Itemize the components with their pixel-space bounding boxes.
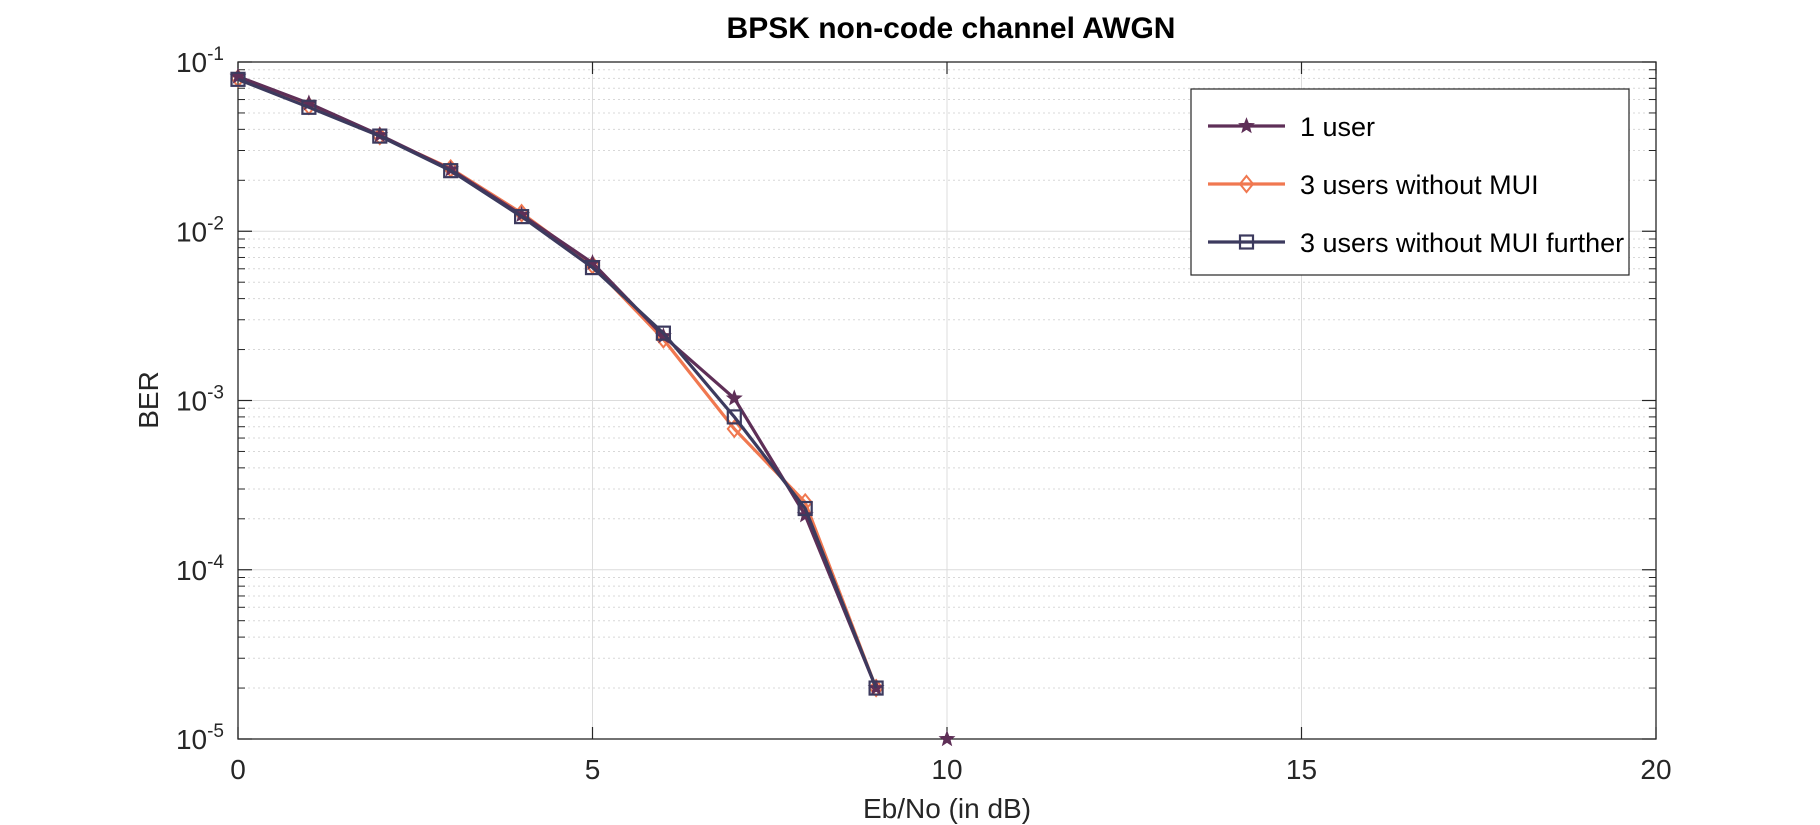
legend-label: 1 user [1300, 112, 1375, 142]
data-point [797, 500, 813, 517]
data-point [301, 99, 317, 115]
x-tick-label: 20 [1640, 754, 1671, 785]
data-point [513, 209, 530, 225]
data-point [655, 325, 672, 341]
legend-box [1190, 88, 1630, 276]
chart-title: BPSK non-code channel AWGN [727, 12, 1176, 45]
series-layer [229, 67, 956, 747]
data-point [726, 419, 743, 439]
x-tick-label: 0 [230, 754, 246, 785]
legend-label: 3 users without MUI further [1300, 228, 1624, 258]
legend: 1 user 3 users without MUI 3 users without… [1190, 88, 1630, 276]
y-tick-base: 10 [176, 724, 207, 755]
data-point [726, 409, 742, 425]
y-tick-exponent: -1 [207, 44, 224, 65]
data-point [584, 259, 601, 276]
y-tick-label: 10-3 [176, 383, 224, 417]
data-point [868, 680, 884, 696]
y-tick-label: 10-4 [176, 552, 224, 586]
data-point [725, 389, 743, 406]
y-tick-base: 10 [176, 216, 207, 247]
y-tick-exponent: -5 [207, 721, 224, 742]
legend-marker [1238, 117, 1255, 134]
series-line [237, 75, 878, 689]
y-tick-labels: 10-110-210-310-410-5 [176, 44, 224, 755]
x-tick-labels: 0 5 10 15 20 [230, 754, 1671, 785]
y-tick-base: 10 [176, 47, 207, 78]
x-tick-label: 10 [931, 754, 962, 785]
y-tick-exponent: -4 [207, 552, 224, 573]
y-tick-base: 10 [176, 555, 207, 586]
data-point [938, 730, 956, 747]
x-axis-label: Eb/No (in dB) [863, 793, 1031, 824]
y-tick-base: 10 [176, 386, 207, 417]
y-axis-label: BER [133, 371, 164, 429]
data-point [230, 71, 246, 87]
y-tick-label: 10-1 [176, 44, 224, 78]
y-tick-label: 10-2 [176, 213, 224, 247]
series-3-users-without-mui-further [230, 71, 884, 696]
y-tick-label: 10-5 [176, 721, 224, 755]
y-tick-exponent: -2 [207, 213, 224, 234]
legend-marker [1238, 174, 1255, 194]
data-point [443, 163, 459, 179]
x-tick-label: 15 [1286, 754, 1317, 785]
x-tick-label: 5 [585, 754, 601, 785]
legend-marker [1238, 234, 1255, 250]
legend-label: 3 users without MUI [1300, 170, 1539, 200]
series-line [237, 77, 878, 689]
data-point [372, 128, 388, 144]
y-tick-exponent: -3 [207, 383, 224, 404]
